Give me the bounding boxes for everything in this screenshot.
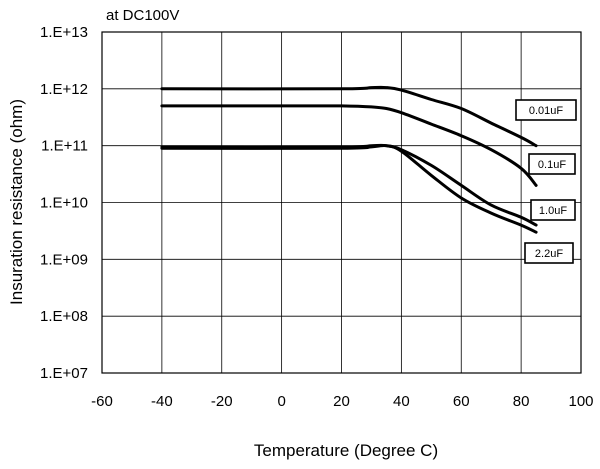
series-line — [160, 144, 538, 234]
series-line — [160, 104, 538, 187]
x-tick-label: 20 — [333, 393, 350, 410]
series-lines — [160, 85, 538, 234]
x-tick-label: 40 — [393, 393, 410, 410]
series-label-box — [524, 242, 574, 264]
x-tick-label: 80 — [513, 393, 530, 410]
y-axis-title: Insuration resistance (ohm) — [7, 99, 26, 305]
y-tick-label: 1.E+10 — [40, 195, 88, 212]
x-tick-label: 100 — [568, 393, 593, 410]
series-line — [160, 143, 538, 227]
series-label: 2.2uF — [535, 248, 563, 260]
x-tick-label: -40 — [151, 393, 173, 410]
y-tick-label: 1.E+08 — [40, 308, 88, 325]
y-tick-label: 1.E+11 — [41, 138, 88, 155]
series-label-box — [515, 99, 577, 121]
x-tick-label: -20 — [211, 393, 233, 410]
x-tick-label: 0 — [277, 393, 285, 410]
series-label: 0.01uF — [529, 105, 564, 117]
series-line — [160, 85, 538, 148]
series-label: 0.1uF — [538, 159, 566, 171]
series-label: 1.0uF — [539, 205, 567, 217]
plot-area — [101, 31, 582, 374]
tick-labels: -60 -40 -20 0 20 40 60 80 100 1.E+07 1.E+08 1.E+09 1… — [40, 24, 593, 410]
x-tick-label: 60 — [453, 393, 470, 410]
y-tick-label: 1.E+07 — [40, 365, 88, 382]
series-label-box — [530, 199, 576, 221]
annotation-text: at DC100V — [106, 7, 179, 24]
series-label-box — [528, 153, 576, 175]
x-axis-title: Temperature (Degree C) — [254, 441, 438, 460]
y-tick-label: 1.E+12 — [40, 81, 88, 98]
grid — [101, 31, 582, 374]
y-tick-label: 1.E+09 — [40, 251, 88, 268]
series-labels: 0.01uF 0.1uF 1.0uF 2.2uF — [515, 99, 577, 264]
x-tick-label: -60 — [91, 393, 113, 410]
y-tick-label: 1.E+13 — [40, 24, 88, 41]
